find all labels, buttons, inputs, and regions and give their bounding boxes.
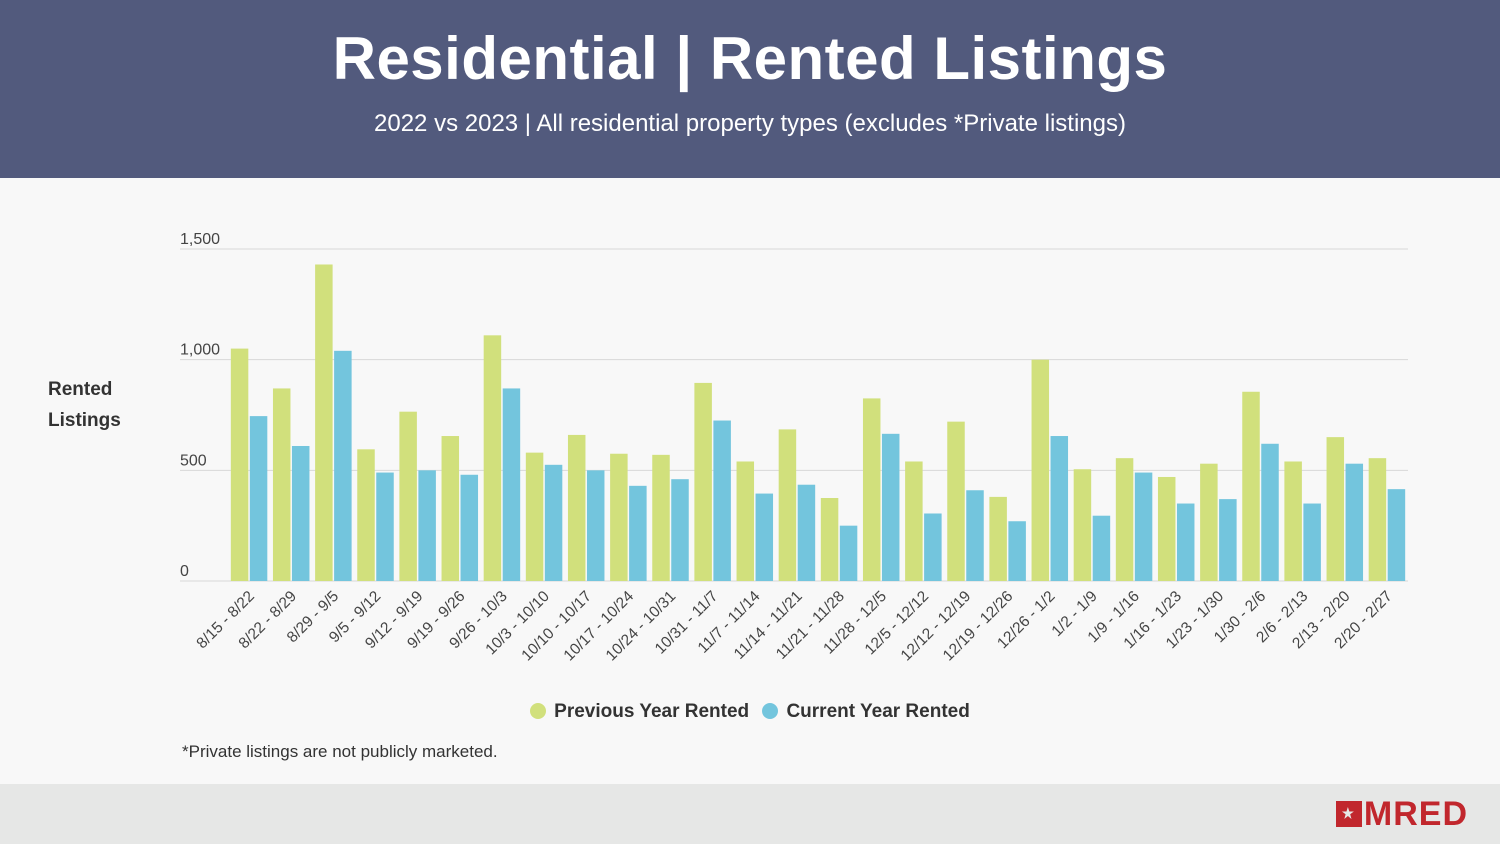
legend-swatch-previous <box>530 703 547 719</box>
bar-chart: 0 500 1,000 1,500 8/15 - 8/228/22 - 8/298/2… <box>180 231 1408 665</box>
bar-current-year <box>460 474 479 581</box>
logo-text: MRED <box>1363 795 1468 833</box>
bar-current-year <box>334 350 352 581</box>
legend-swatch-current <box>762 703 779 719</box>
legend-label-current: Current Year Rented <box>786 701 970 722</box>
bar-previous-year <box>1157 476 1176 581</box>
y-tick-labels: 0 500 1,000 1,500 <box>180 231 220 580</box>
bar-previous-year <box>315 264 333 581</box>
y-axis-title-line1: Rented <box>48 379 113 400</box>
bar-previous-year <box>694 382 712 581</box>
bar-previous-year <box>652 454 670 581</box>
bar-previous-year <box>820 498 839 581</box>
bar-current-year <box>966 490 984 581</box>
bar-previous-year <box>1242 391 1260 581</box>
star-logo-icon <box>1335 801 1362 827</box>
y-axis-title: Rented Listings <box>48 374 138 436</box>
bar-current-year <box>1345 463 1364 581</box>
bar-current-year <box>418 470 436 581</box>
bar-previous-year <box>736 461 755 581</box>
bar-current-year <box>1219 499 1237 581</box>
mred-logo: MRED <box>1335 795 1468 833</box>
bar-previous-year <box>483 335 502 581</box>
bar-previous-year <box>272 388 291 581</box>
bar-previous-year <box>567 434 586 581</box>
bar-previous-year <box>357 449 375 581</box>
bar-current-year <box>1387 489 1406 581</box>
bar-previous-year <box>905 461 923 581</box>
bar-previous-year <box>1031 359 1050 581</box>
bar-previous-year <box>1073 469 1092 581</box>
bar-current-year <box>629 485 647 581</box>
bar-current-year <box>924 513 942 581</box>
footnote: *Private listings are not publicly marke… <box>182 742 498 761</box>
y-tick-label: 0 <box>180 563 189 580</box>
bar-previous-year <box>441 436 460 581</box>
y-axis-title-line2: Listings <box>48 410 121 431</box>
bar-current-year <box>586 470 605 581</box>
bar-current-year <box>1261 443 1279 581</box>
page-title: Residential | Rented Listings <box>332 25 1168 92</box>
bar-current-year <box>797 484 816 581</box>
bar-previous-year <box>947 421 965 581</box>
bar-current-year <box>881 433 900 581</box>
bar-current-year <box>1092 515 1111 581</box>
bar-previous-year <box>862 398 881 581</box>
y-tick-label: 1,000 <box>180 342 220 359</box>
legend-label-previous: Previous Year Rented <box>554 701 750 722</box>
x-tick-labels: 8/15 - 8/228/22 - 8/298/29 - 9/59/5 - 9/… <box>193 588 1395 665</box>
bar-previous-year <box>1115 458 1134 581</box>
bar-current-year <box>291 445 310 581</box>
y-tick-label: 1,500 <box>180 231 220 248</box>
footer-bar: MRED <box>0 784 1500 844</box>
bar-previous-year <box>399 411 417 581</box>
bar-current-year <box>1008 521 1026 581</box>
page-subtitle: 2022 vs 2023 | All residential property … <box>374 110 1126 137</box>
bar-previous-year <box>525 452 544 581</box>
bar-current-year <box>544 464 563 581</box>
bar-current-year <box>671 479 689 581</box>
y-tick-label: 500 <box>180 452 207 469</box>
bar-current-year <box>1176 503 1195 581</box>
bar-current-year <box>755 493 774 581</box>
legend-item-previous: Previous Year Rented <box>530 701 749 723</box>
bar-current-year <box>502 388 521 581</box>
legend-item-current: Current Year Rented <box>762 701 970 723</box>
bar-previous-year <box>778 429 797 581</box>
bar-previous-year <box>610 453 628 581</box>
bar-current-year <box>1303 503 1321 581</box>
header-banner: Residential | Rented Listings 2022 vs 20… <box>0 0 1500 178</box>
bar-previous-year <box>1284 461 1302 581</box>
bar-previous-year <box>989 496 1007 581</box>
bar-previous-year <box>1368 458 1387 581</box>
bar-current-year <box>376 472 394 581</box>
bar-previous-year <box>1326 437 1345 581</box>
chart-legend: Previous Year Rented Current Year Rented <box>0 701 1500 723</box>
bar-current-year <box>249 416 268 581</box>
bar-current-year <box>713 420 731 581</box>
bar-current-year <box>1050 436 1069 581</box>
bar-current-year <box>1134 472 1153 581</box>
bars <box>230 264 1406 581</box>
bar-previous-year <box>230 348 249 581</box>
bar-current-year <box>839 525 858 581</box>
bar-previous-year <box>1200 463 1218 581</box>
